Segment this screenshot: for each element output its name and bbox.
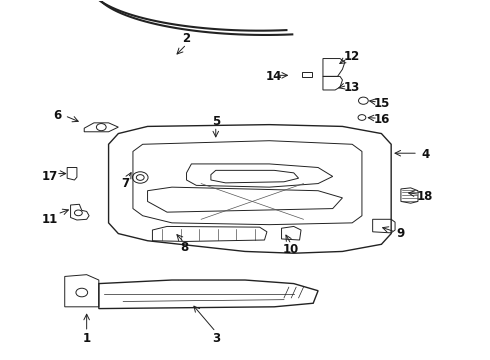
Text: 8: 8 [180,241,188,255]
Text: 6: 6 [53,109,62,122]
Text: 10: 10 [283,243,299,256]
Text: 4: 4 [421,148,429,162]
Bar [302,72,312,77]
Text: 12: 12 [344,50,360,63]
Text: 17: 17 [42,170,58,183]
Text: 14: 14 [266,70,282,83]
Text: 7: 7 [122,177,130,190]
Text: 3: 3 [212,333,220,346]
Text: 15: 15 [373,97,390,110]
Text: 1: 1 [83,333,91,346]
Text: 5: 5 [212,114,220,127]
Text: 16: 16 [373,113,390,126]
Text: 18: 18 [417,190,434,203]
Text: 2: 2 [182,32,191,45]
Text: 13: 13 [344,81,360,94]
Text: 11: 11 [42,213,58,226]
Text: 9: 9 [397,227,405,240]
